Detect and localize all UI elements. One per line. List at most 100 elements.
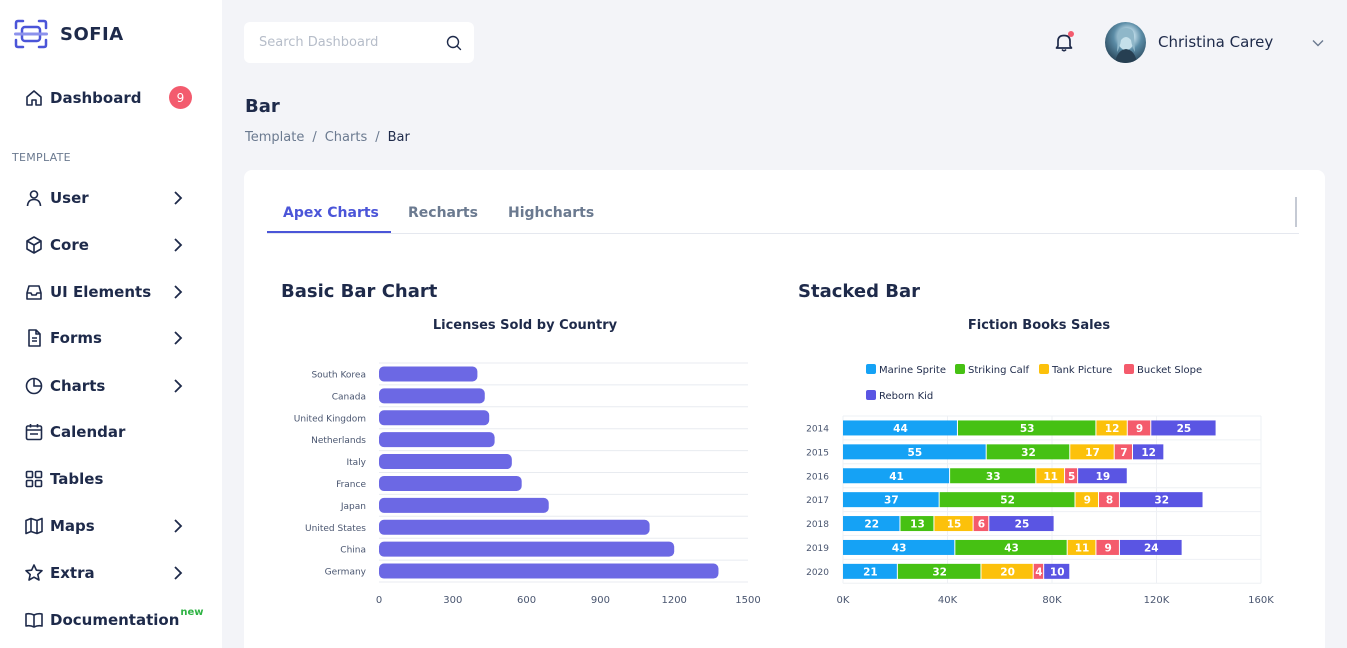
sidebar-item-core[interactable]: Core (24, 230, 199, 260)
bar[interactable] (379, 475, 522, 491)
bar-segment[interactable] (1044, 563, 1070, 579)
data-label: 20 (1000, 566, 1015, 578)
legend-marker[interactable] (1124, 364, 1134, 374)
legend-marker[interactable] (866, 390, 876, 400)
bar-segment[interactable] (843, 420, 957, 436)
x-tick-label: 80K (1042, 595, 1062, 606)
tab-apex-charts[interactable]: Apex Charts (283, 205, 379, 221)
chevron-down-icon[interactable] (1311, 37, 1325, 49)
legend-label[interactable]: Reborn Kid (879, 391, 933, 402)
search-input[interactable] (259, 35, 429, 50)
bar[interactable] (379, 454, 512, 470)
data-label: 43 (892, 542, 907, 554)
tab-recharts[interactable]: Recharts (408, 205, 478, 221)
legend-marker[interactable] (1039, 364, 1049, 374)
data-label: 55 (908, 447, 923, 459)
bar-segment[interactable] (900, 516, 934, 532)
bar-segment[interactable] (957, 420, 1096, 436)
legend-label[interactable]: Striking Calf (968, 365, 1029, 376)
bar-segment[interactable] (1075, 492, 1099, 508)
bar-segment[interactable] (843, 444, 986, 460)
bar-segment[interactable] (955, 539, 1067, 555)
bar-segment[interactable] (1096, 420, 1127, 436)
bar[interactable] (379, 366, 478, 382)
bar[interactable] (379, 563, 719, 579)
legend-marker[interactable] (955, 364, 965, 374)
data-label: 25 (1015, 519, 1030, 531)
bar-segment[interactable] (843, 563, 897, 579)
bar-segment[interactable] (1127, 420, 1151, 436)
data-label: 32 (1154, 495, 1169, 507)
pie-chart-icon (24, 376, 44, 396)
sidebar-item-user[interactable]: User (24, 183, 199, 213)
basic-bar-chart-svg: Licenses Sold by Country South Korea Canad… (294, 318, 761, 606)
bar-segment[interactable] (1067, 539, 1096, 555)
legend-label[interactable]: Bucket Slope (1137, 365, 1202, 376)
bar-segment[interactable] (1036, 468, 1065, 484)
bar[interactable] (379, 388, 485, 404)
scrollbar[interactable] (1295, 197, 1297, 227)
bar-segment[interactable] (897, 563, 981, 579)
bar[interactable] (379, 410, 490, 426)
bar-segment[interactable] (950, 468, 1036, 484)
legend-marker[interactable] (866, 364, 876, 374)
sidebar-item-charts[interactable]: Charts (24, 371, 199, 401)
bar[interactable] (379, 519, 650, 535)
data-label: 33 (986, 471, 1001, 483)
bar[interactable] (379, 541, 675, 557)
sidebar-item-calendar[interactable]: Calendar (24, 417, 199, 447)
bar-segment[interactable] (1070, 444, 1114, 460)
bar-segment[interactable] (843, 516, 900, 532)
sidebar-item-tables[interactable]: Tables (24, 464, 199, 494)
breadcrumb-item[interactable]: Template (245, 130, 305, 145)
basic-bar-title: Basic Bar Chart (281, 281, 438, 302)
bar-segment[interactable] (981, 563, 1033, 579)
bar-segment[interactable] (934, 516, 973, 532)
bar-segment[interactable] (1114, 444, 1132, 460)
data-label: 21 (863, 566, 878, 578)
y-tick-label: Italy (346, 458, 366, 468)
tab-highcharts[interactable]: Highcharts (508, 205, 595, 221)
bar-segment[interactable] (1132, 444, 1164, 460)
y-tick-label: 2020 (806, 568, 829, 578)
x-tick-label: 600 (517, 595, 536, 606)
user-name[interactable]: Christina Carey (1158, 33, 1274, 51)
document-icon (24, 328, 44, 348)
data-label: 7 (1120, 447, 1127, 459)
sidebar-item-dashboard[interactable]: Dashboard 9 (24, 83, 199, 113)
sidebar-item-ui-elements[interactable]: UI Elements (24, 277, 199, 307)
bar-segment[interactable] (1099, 492, 1119, 508)
sidebar-item-documentation[interactable]: Documentation new (24, 605, 204, 635)
sidebar-item-forms[interactable]: Forms (24, 323, 199, 353)
avatar[interactable] (1105, 22, 1146, 63)
bar-segment[interactable] (1078, 468, 1127, 484)
bar-segment[interactable] (939, 492, 1075, 508)
bar-segment[interactable] (843, 492, 939, 508)
bar-segment[interactable] (973, 516, 989, 532)
bar-segment[interactable] (843, 468, 950, 484)
bell-icon[interactable] (1053, 31, 1075, 53)
bar-segment[interactable] (843, 539, 955, 555)
bar-segment[interactable] (989, 516, 1054, 532)
data-label: 9 (1105, 542, 1112, 554)
bar-segment[interactable] (1065, 468, 1078, 484)
y-tick-label: France (336, 480, 366, 490)
bar-segment[interactable] (1119, 539, 1182, 555)
breadcrumb-item[interactable]: Charts (324, 130, 368, 145)
bar-segment[interactable] (1151, 420, 1216, 436)
legend-label[interactable]: Marine Sprite (879, 365, 946, 376)
x-tick-label: 1500 (735, 595, 760, 606)
sidebar-item-maps[interactable]: Maps (24, 511, 199, 541)
legend-label[interactable]: Tank Picture (1051, 365, 1112, 376)
bar-segment[interactable] (986, 444, 1070, 460)
bar[interactable] (379, 497, 549, 513)
search-icon[interactable] (446, 35, 462, 51)
sidebar-item-extra[interactable]: Extra (24, 558, 199, 588)
bar[interactable] (379, 432, 495, 448)
x-tick-label: 120K (1144, 595, 1170, 606)
bar-segment[interactable] (1096, 539, 1119, 555)
bar-segment[interactable] (1033, 563, 1044, 579)
grid-icon (24, 469, 44, 489)
brand[interactable]: SOFIA (13, 18, 124, 50)
bar-segment[interactable] (1119, 492, 1203, 508)
